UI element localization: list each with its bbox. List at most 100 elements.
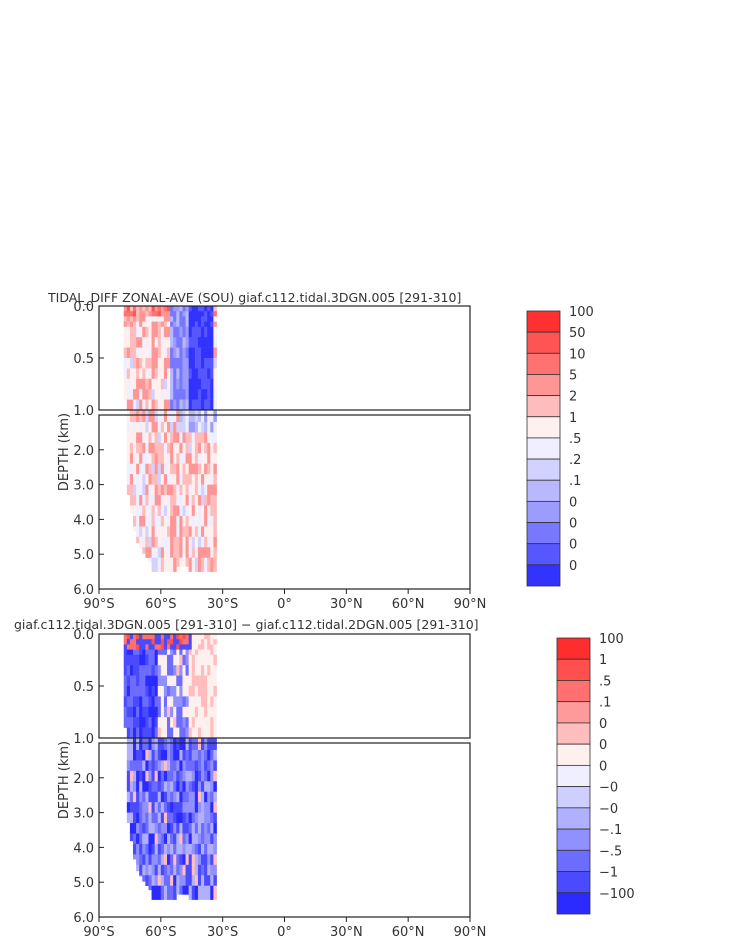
field-cell [201, 368, 205, 380]
field-cell [170, 864, 174, 876]
field-cell [133, 654, 137, 666]
field-cell [154, 802, 159, 813]
field-cell [145, 675, 149, 687]
field-cell [173, 791, 177, 803]
field-cell [188, 706, 193, 718]
field-cell [157, 760, 162, 772]
field-cell [191, 665, 196, 676]
field-cell [188, 463, 193, 475]
field-cell [210, 474, 214, 485]
field-cell [154, 760, 159, 772]
field-cell [145, 760, 149, 772]
x-tick-label: 0° [277, 925, 292, 940]
colorbar-label: .2 [569, 453, 581, 468]
field-cell [142, 378, 146, 390]
field-cell [207, 474, 211, 485]
field-cell [191, 421, 196, 433]
field-cell [148, 654, 152, 666]
field-cell [123, 311, 128, 317]
field-cell [145, 706, 149, 718]
field-cell [148, 505, 152, 517]
field-cell [179, 306, 183, 312]
field-cell [176, 495, 180, 506]
field-cell [191, 337, 196, 348]
field-cell [197, 474, 202, 485]
field-cell [160, 770, 165, 782]
field-cell [136, 358, 140, 369]
field-cell [204, 505, 208, 517]
field-cell [207, 432, 211, 444]
field-cell [160, 639, 165, 645]
field-cell [213, 854, 217, 866]
field-cell [213, 665, 217, 676]
field-cell [207, 368, 211, 380]
field-cell [157, 802, 162, 813]
field-cell [182, 885, 186, 895]
field-cell [191, 474, 196, 485]
field-cell [179, 717, 183, 728]
field-cell [133, 474, 137, 485]
field-cell [129, 389, 134, 400]
field-cell [201, 696, 205, 708]
field-cell [204, 864, 208, 876]
field-cell [126, 812, 131, 823]
field-cell [160, 875, 165, 886]
field-cell [163, 727, 168, 739]
field-cell [163, 875, 168, 886]
field-cell [160, 823, 165, 834]
colorbar-label: 5 [569, 368, 577, 383]
field-cell [145, 321, 149, 328]
field-cell [157, 410, 162, 423]
field-cell [126, 442, 131, 454]
y-tick-label: 3.0 [73, 479, 94, 494]
field-cell [204, 644, 208, 650]
field-cell [123, 347, 128, 359]
field-cell [154, 791, 159, 803]
colorbar-swatch [526, 331, 561, 354]
field-cell [173, 644, 177, 650]
field-cell [123, 306, 128, 312]
field-cell [145, 474, 149, 485]
field-cell [213, 802, 217, 813]
field-cell [210, 770, 214, 782]
field-cell [207, 399, 211, 411]
field-cell [188, 311, 193, 317]
field-cell [145, 515, 149, 527]
field-cell [163, 432, 168, 444]
panel-bottom-y-ticks: 0.00.51.02.03.04.05.06.0 [73, 628, 104, 926]
field-cell [145, 727, 149, 739]
field-cell [160, 389, 165, 400]
field-cell [191, 495, 196, 506]
field-cell [163, 802, 168, 813]
field-cell [129, 717, 134, 728]
field-cell [170, 634, 174, 640]
field-cell [213, 389, 217, 400]
field-cell [133, 505, 137, 517]
field-cell [213, 337, 217, 348]
field-cell [145, 463, 149, 475]
field-cell [163, 665, 168, 676]
field-cell [148, 781, 152, 793]
field-cell [207, 515, 211, 527]
field-cell [194, 738, 199, 751]
field-cell [182, 686, 186, 697]
field-cell [157, 306, 162, 312]
field-cell [160, 326, 165, 338]
field-cell [148, 495, 152, 506]
field-cell [129, 453, 134, 465]
colorbar-swatch [556, 701, 591, 724]
field-cell [179, 885, 183, 895]
field-cell [154, 875, 159, 886]
field-cell [197, 442, 202, 454]
field-cell [145, 547, 149, 558]
field-cell [176, 463, 180, 475]
field-cell [154, 770, 159, 782]
field-cell [142, 337, 146, 348]
field-cell [129, 432, 134, 444]
field-cell [194, 453, 199, 465]
field-cell [139, 399, 143, 411]
field-cell [167, 442, 171, 454]
field-cell [170, 823, 174, 834]
field-cell [151, 337, 156, 348]
